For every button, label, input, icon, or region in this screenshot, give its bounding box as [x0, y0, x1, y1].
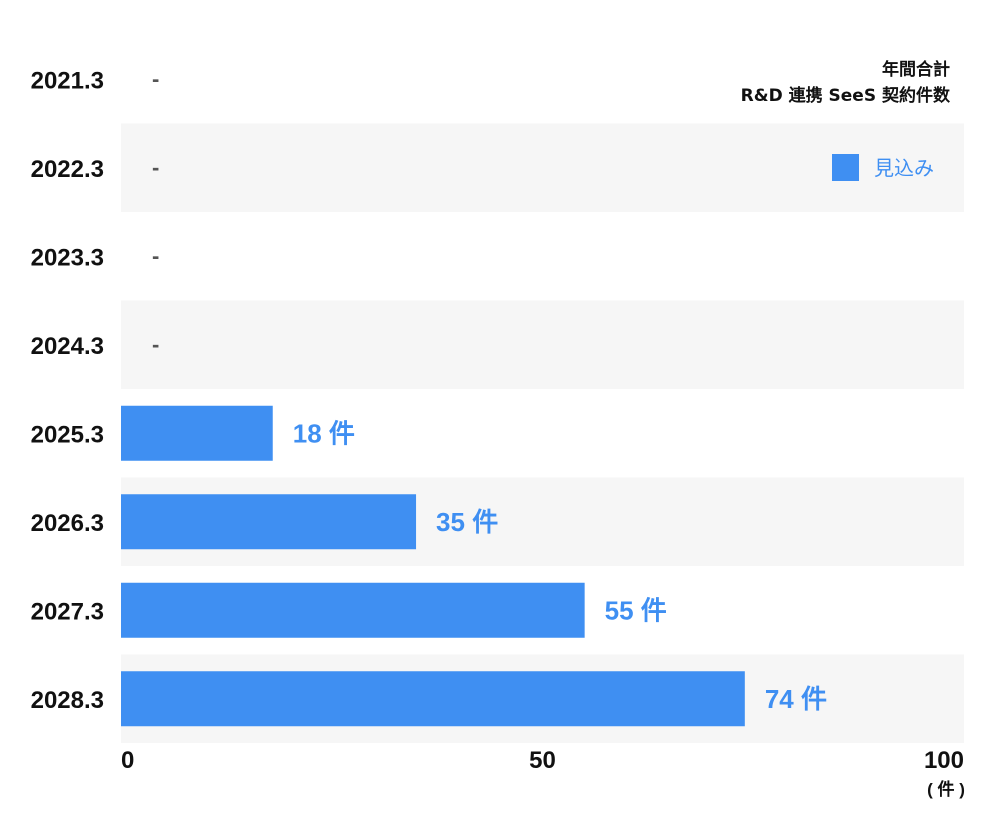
category-label: 2025.3	[31, 421, 104, 448]
legend: 見込み	[832, 154, 934, 181]
row-bands	[121, 123, 964, 743]
x-tick-label: 0	[121, 747, 134, 774]
no-data-label: -	[152, 243, 159, 268]
category-label: 2024.3	[31, 333, 104, 360]
no-data-label: -	[152, 66, 159, 91]
category-label: 2027.3	[31, 598, 104, 625]
x-tick-label: 50	[529, 747, 556, 774]
value-label: 74 件	[765, 684, 827, 714]
row-band	[121, 300, 964, 389]
legend-swatch	[832, 154, 859, 181]
row-band	[121, 123, 964, 212]
value-labels: - - - - 18 件 35 件 55 件 74 件	[152, 66, 827, 714]
category-label: 2023.3	[31, 244, 104, 271]
x-tick-label: 100	[924, 747, 964, 774]
category-label: 2021.3	[31, 67, 104, 94]
x-axis-ticks: 0 50 100	[121, 747, 964, 774]
category-label: 2026.3	[31, 510, 104, 537]
bars	[121, 405, 745, 727]
category-labels: 2021.3 2022.3 2023.3 2024.3 2025.3 2026.3 2027…	[31, 67, 104, 714]
x-axis-unit: ( 件 )	[927, 779, 965, 799]
value-label: 55 件	[605, 595, 667, 625]
chart-title: 年間合計	[882, 59, 950, 80]
category-label: 2028.3	[31, 687, 104, 714]
category-label: 2022.3	[31, 156, 104, 183]
legend-label: 見込み	[874, 156, 934, 180]
bar	[121, 494, 417, 550]
value-label: 18 件	[293, 418, 355, 448]
chart-subtitle: R&D 連携 SeeS 契約件数	[741, 85, 951, 106]
no-data-label: -	[152, 332, 159, 357]
value-label: 35 件	[436, 507, 498, 537]
bar	[121, 405, 273, 461]
bar	[121, 671, 745, 727]
bar	[121, 582, 585, 638]
no-data-label: -	[152, 155, 159, 180]
